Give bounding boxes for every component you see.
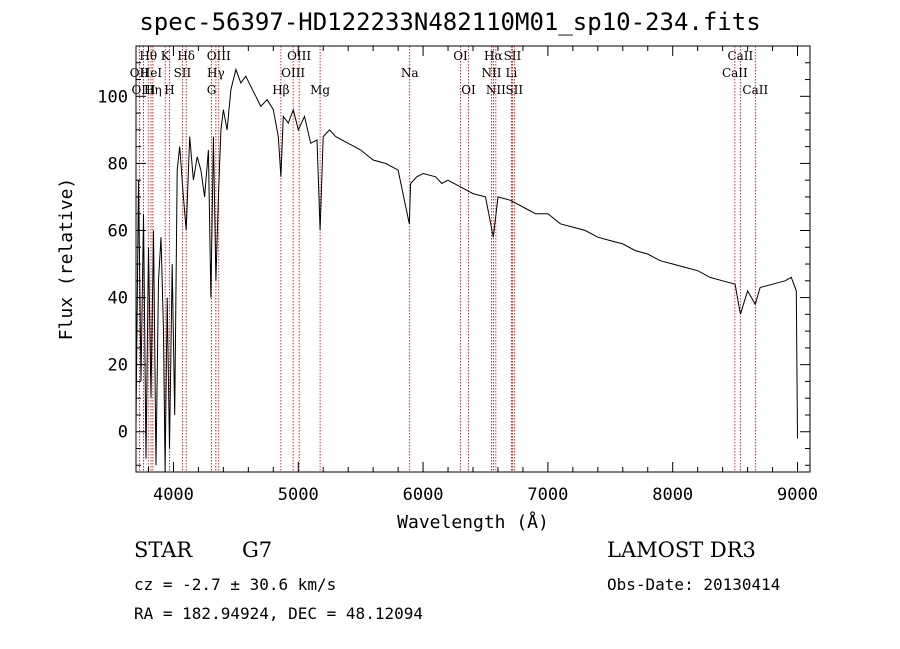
line-label-20: SII [504, 49, 522, 63]
redshift-text: cz = -2.7 ± 30.6 km/s [134, 575, 337, 594]
x-tick-label-0: 4000 [153, 485, 194, 505]
y-tick-label-2: 40 [108, 289, 128, 309]
y-axis-label: Flux (relative) [56, 178, 77, 341]
line-label-5: K [161, 49, 171, 63]
y-tick-label-5: 100 [97, 87, 128, 107]
line-label-4: Hη [144, 83, 162, 97]
chart-title: spec-56397-HD122233N482110M01_sp10-234.f… [139, 8, 761, 36]
x-tick-label-5: 9000 [777, 485, 818, 505]
line-label-21: NII [481, 66, 501, 80]
line-label-27: CaII [742, 83, 768, 97]
line-label-18: OI [461, 83, 476, 97]
object-class: STAR [134, 538, 193, 562]
object-subclass: G7 [242, 538, 273, 562]
y-tick-label-1: 20 [108, 356, 128, 376]
line-label-9: OIII [207, 49, 231, 63]
line-label-22: Li [506, 66, 518, 80]
line-label-19: Hα [484, 49, 503, 63]
y-tick-label-4: 80 [108, 154, 128, 174]
line-label-25: CaII [727, 49, 753, 63]
survey-name: LAMOST DR3 [607, 538, 756, 562]
x-tick-label-1: 5000 [278, 485, 319, 505]
spectrum-line [135, 67, 798, 473]
line-label-16: Na [401, 66, 419, 80]
x-axis-label: Wavelength (Å) [397, 511, 549, 533]
emission-line-markers [138, 46, 756, 472]
line-label-1: OII [130, 66, 150, 80]
line-label-15: Mg [310, 83, 330, 97]
obs-date: Obs-Date: 20130414 [607, 575, 781, 594]
line-label-17: OI [453, 49, 468, 63]
y-axis-ticks: 0 20 40 60 80 100 [97, 62, 810, 466]
line-label-13: OIII [281, 66, 305, 80]
line-label-26: CaII [722, 66, 748, 80]
y-tick-label-3: 60 [108, 221, 128, 241]
line-label-3: HeI [140, 66, 163, 80]
line-label-24: SII [505, 83, 523, 97]
line-label-6: SII [174, 66, 192, 80]
line-label-2: OIII [131, 83, 155, 97]
y-tick-label-0: 0 [118, 423, 128, 443]
x-tick-label-2: 6000 [403, 485, 444, 505]
line-label-8: Hδ [177, 49, 195, 63]
plot-frame [135, 45, 811, 473]
line-label-23: NII [486, 83, 506, 97]
line-label-10: Hγ [207, 66, 225, 80]
x-tick-label-3: 7000 [527, 485, 568, 505]
line-label-11: G [207, 83, 217, 97]
line-label-12: OIII [287, 49, 311, 63]
x-axis-ticks: 4000 5000 6000 7000 8000 9000 [147, 46, 818, 505]
x-tick-label-4: 8000 [652, 485, 693, 505]
line-label-0: Hθ [139, 49, 157, 63]
line-label-14: Hβ [272, 83, 289, 97]
line-label-7: H [164, 83, 174, 97]
coordinates: RA = 182.94924, DEC = 48.12094 [134, 604, 423, 623]
